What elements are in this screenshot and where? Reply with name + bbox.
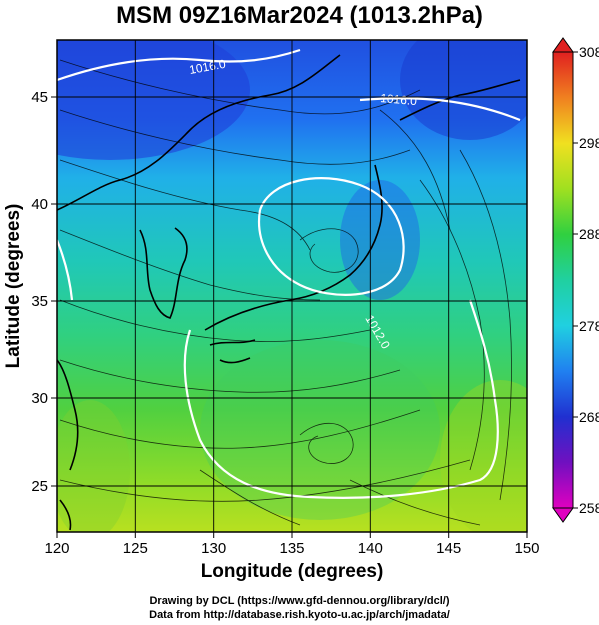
x-tick-label: 150	[514, 540, 539, 557]
map-title: MSM 09Z16Mar2024 (1013.2hPa)	[116, 2, 483, 29]
x-tick-label: 140	[358, 540, 383, 557]
colorbar-tick-label: 288	[579, 226, 599, 242]
temperature-field	[57, 40, 527, 532]
y-tick-label: 45	[31, 89, 48, 106]
y-axis-label: Latitude (degrees)	[3, 204, 24, 369]
graticule	[57, 40, 527, 532]
colorbar-scale	[552, 51, 574, 509]
x-tick-label: 120	[44, 540, 69, 557]
colorbar-tick-label: 298	[579, 135, 599, 151]
x-tick-label: 145	[436, 540, 461, 557]
isobars	[57, 48, 521, 499]
colorbar-tick-label: 278	[579, 318, 599, 334]
y-tick-label: 40	[31, 196, 48, 213]
y-tick-label: 30	[31, 390, 48, 407]
colorbar-tick-label: 308	[579, 44, 599, 60]
x-tick-label: 125	[123, 540, 148, 557]
wind-streamlines	[59, 59, 512, 526]
colorbar-max-arrow	[552, 37, 574, 53]
colorbar-tick-label: 258	[579, 500, 599, 516]
y-tick-label: 35	[31, 293, 48, 310]
colorbar-min-arrow	[552, 507, 574, 523]
x-tick-label: 135	[279, 540, 304, 557]
y-tick-labels: 25 30 35 40 45	[31, 89, 48, 495]
colorbar-tick-label: 268	[579, 409, 599, 425]
credit-drawing: Drawing by DCL (https://www.gfd-dennou.o…	[149, 595, 450, 607]
axis-ticks	[51, 96, 528, 538]
colorbar	[552, 37, 578, 523]
isobar-label: 1016.0	[380, 91, 418, 108]
x-axis-label: Longitude (degrees)	[201, 561, 384, 582]
isobar-label: 1016.0	[188, 57, 227, 77]
x-tick-label: 130	[201, 540, 226, 557]
colorbar-labels: 258 268 278 288 298 308	[579, 44, 599, 516]
y-tick-label: 25	[31, 478, 48, 495]
x-tick-labels: 120 125 130 135 140 145 150	[44, 540, 539, 557]
credit-data-source: Data from http://database.rish.kyoto-u.a…	[149, 609, 450, 621]
